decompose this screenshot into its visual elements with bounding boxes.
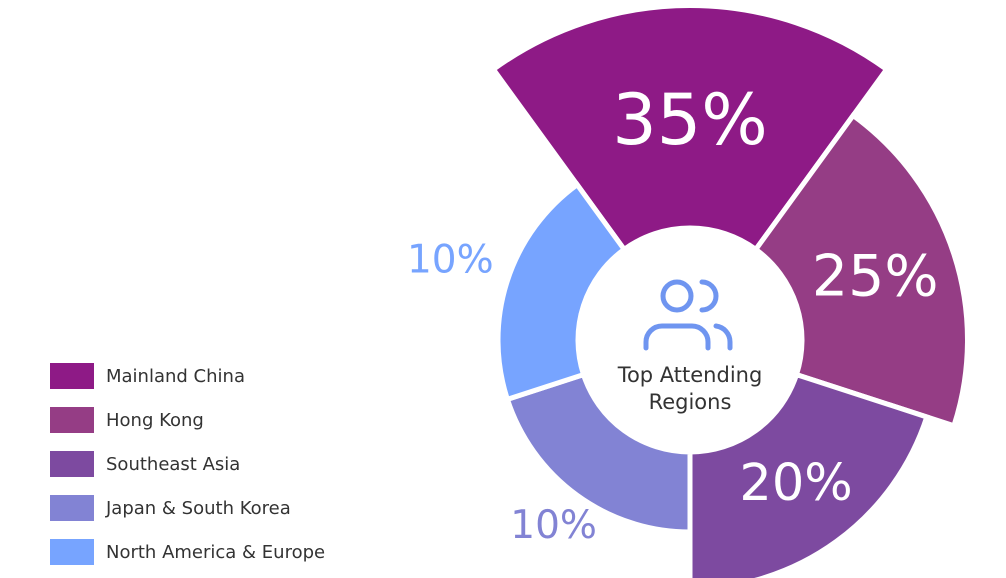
legend-swatch [50,451,94,477]
legend-label: Hong Kong [106,410,204,431]
legend-label: Southeast Asia [106,454,240,475]
legend-label: Mainland China [106,366,245,387]
center-circle [582,232,798,448]
legend-swatch [50,539,94,565]
value-label: 25% [812,243,939,309]
center-label: Top Attending [617,363,763,387]
legend-swatch [50,363,94,389]
segment [504,371,693,535]
value-label: 35% [612,79,768,161]
center-label: Regions [649,390,732,414]
people-icon [643,279,733,351]
legend-swatch [50,495,94,521]
segment [495,181,628,403]
segment [752,112,970,429]
value-label: 10% [407,238,494,283]
legend-label: North America & Europe [106,542,325,563]
segments [489,3,970,578]
segment [489,3,891,253]
legend-swatch [50,407,94,433]
value-label: 20% [739,454,852,513]
segment [687,371,930,578]
value-label: 10% [510,503,597,548]
legend-label: Japan & South Korea [105,498,291,519]
